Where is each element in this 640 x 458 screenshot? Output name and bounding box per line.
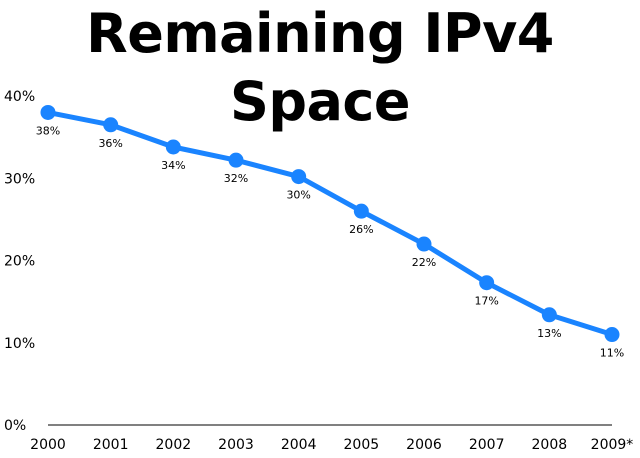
chart-title: Remaining IPv4 Space bbox=[86, 2, 554, 133]
data-point bbox=[541, 307, 557, 323]
data-label: 36% bbox=[98, 137, 122, 150]
y-tick-label: 10% bbox=[4, 336, 35, 352]
data-point bbox=[165, 139, 181, 155]
data-label: 17% bbox=[474, 295, 498, 308]
x-tick-label: 2001 bbox=[93, 437, 129, 453]
data-point bbox=[228, 152, 244, 168]
data-label: 34% bbox=[161, 159, 185, 172]
data-label: 32% bbox=[224, 172, 248, 185]
data-point bbox=[604, 327, 620, 343]
x-tick-label: 2005 bbox=[344, 437, 380, 453]
y-tick-label: 30% bbox=[4, 171, 35, 187]
data-point bbox=[416, 236, 432, 252]
data-point bbox=[103, 117, 119, 133]
x-tick-label: 2003 bbox=[218, 437, 254, 453]
data-label: 38% bbox=[36, 124, 60, 137]
x-tick-label: 2007 bbox=[469, 437, 505, 453]
data-point bbox=[479, 275, 495, 291]
x-tick-label: 2002 bbox=[156, 437, 192, 453]
series-line bbox=[45, 109, 615, 338]
y-tick-label: 0% bbox=[4, 418, 26, 434]
x-tick-label: 2000 bbox=[30, 437, 66, 453]
data-label: 13% bbox=[537, 327, 561, 340]
x-tick-label: 2009* bbox=[591, 437, 634, 453]
data-point bbox=[353, 203, 369, 219]
data-label: 11% bbox=[600, 347, 624, 360]
y-tick-label: 40% bbox=[4, 89, 35, 105]
x-tick-label: 2004 bbox=[281, 437, 317, 453]
data-label: 22% bbox=[412, 256, 436, 269]
data-label: 26% bbox=[349, 223, 373, 236]
x-tick-label: 2008 bbox=[532, 437, 568, 453]
data-point bbox=[40, 104, 56, 120]
x-tick-label: 2006 bbox=[406, 437, 442, 453]
y-tick-label: 20% bbox=[4, 254, 35, 270]
data-label: 30% bbox=[286, 189, 310, 202]
data-point bbox=[291, 169, 307, 185]
